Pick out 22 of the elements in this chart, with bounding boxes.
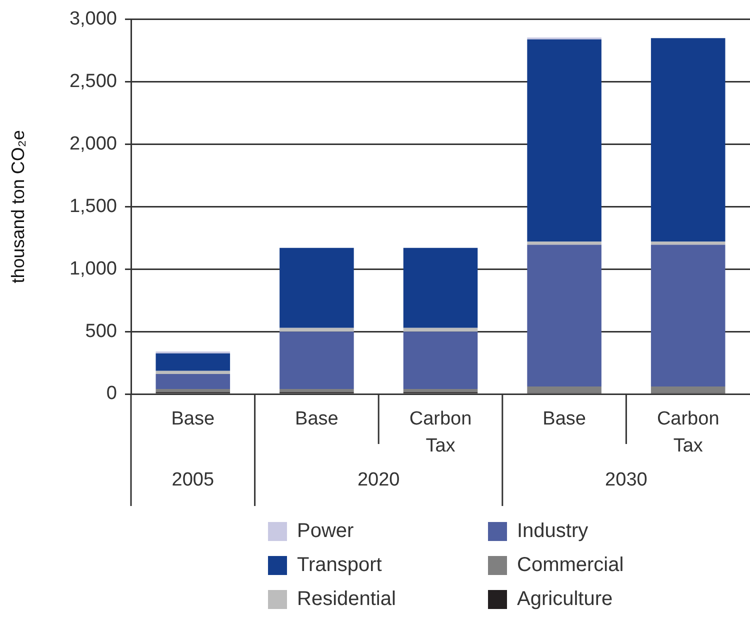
x-tick-label: Carbon Tax bbox=[409, 408, 472, 457]
y-tick-label: 0 bbox=[106, 383, 117, 404]
text: 2030 bbox=[605, 470, 648, 491]
y-tick-label: 2,500 bbox=[69, 71, 117, 92]
y-axis-title: thousand ton CO₂e bbox=[8, 130, 28, 284]
y-tick-label: 500 bbox=[85, 320, 117, 342]
text: 2020 bbox=[357, 470, 400, 491]
legend-label: Transport bbox=[297, 554, 382, 576]
x-tick-label: Carbon Tax bbox=[656, 408, 720, 457]
x-tick-label: Base bbox=[542, 408, 586, 430]
y-tick-label: 1,000 bbox=[69, 258, 117, 280]
legend-label: Industry bbox=[517, 520, 588, 542]
x-tick-label: Base bbox=[295, 408, 338, 430]
legend-label: Agriculture bbox=[517, 588, 613, 610]
legend-label: Power bbox=[297, 520, 354, 542]
legend-label: Residential bbox=[297, 588, 396, 610]
y-tick-label: 2,000 bbox=[69, 134, 117, 154]
x-tick-label: Base bbox=[171, 408, 215, 430]
text: 2005 bbox=[172, 470, 214, 491]
y-tick-label: 3,000 bbox=[69, 8, 117, 30]
y-tick-label: 1,500 bbox=[69, 196, 117, 217]
legend-label: Commercial bbox=[517, 554, 624, 576]
